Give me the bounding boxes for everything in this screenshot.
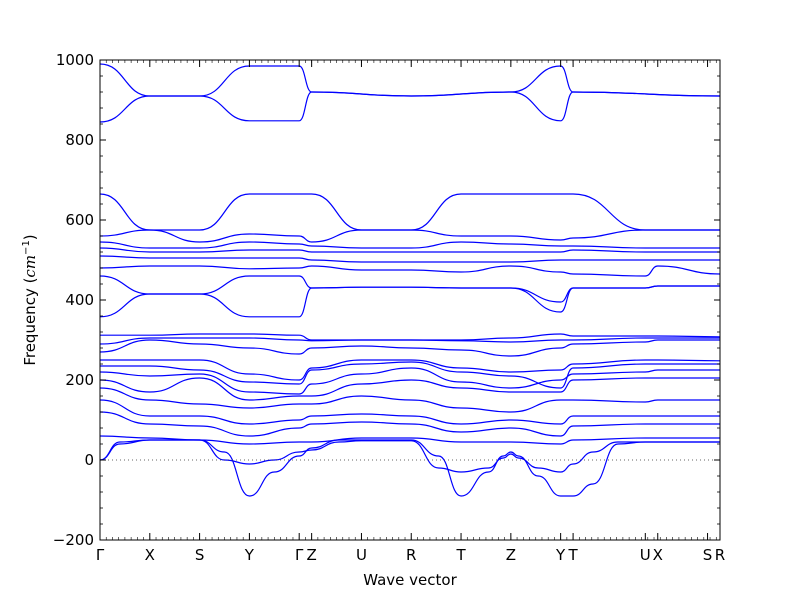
- x-tick-label: U: [640, 546, 651, 564]
- y-tick-label: 200: [65, 371, 94, 389]
- band-line-6: [99, 247, 720, 253]
- y-axis-label-text: Frequency: [21, 283, 39, 365]
- x-tick-label: T: [568, 546, 579, 564]
- x-tick-label: U: [356, 546, 367, 564]
- x-tick-label: Γ: [295, 546, 304, 564]
- x-tick-label: T: [455, 546, 466, 564]
- band-line-9: [99, 275, 720, 303]
- band-line-3: [99, 193, 720, 231]
- band-line-11: [100, 333, 721, 341]
- band-line-22: [99, 439, 720, 497]
- band-line-4: [99, 229, 720, 243]
- x-tick-label: Y: [244, 546, 255, 564]
- x-tick-label: Y: [555, 546, 566, 564]
- bands-layer: [99, 63, 721, 497]
- x-tick-label: R: [406, 546, 416, 564]
- y-tick-label: 0: [84, 451, 94, 469]
- y-tick-label: 400: [65, 291, 94, 309]
- band-line-14: [100, 359, 721, 381]
- x-axis-label: Wave vector: [363, 571, 457, 589]
- y-axis-label-unit: cm: [21, 255, 39, 278]
- band-line-15: [100, 361, 721, 389]
- x-tick-label: Z: [506, 546, 516, 564]
- x-tick-label: Γ: [96, 546, 105, 564]
- x-tick-label: S: [703, 546, 713, 564]
- band-line-10: [99, 285, 720, 318]
- band-line-19: [99, 399, 720, 425]
- band-line-5: [99, 241, 720, 249]
- y-axis-label: Frequency (cm−1): [21, 234, 39, 365]
- band-line-20: [99, 411, 720, 437]
- x-tick-label: S: [195, 546, 205, 564]
- y-tick-label: 600: [65, 211, 94, 229]
- y-axis-label-close-paren: ): [21, 234, 39, 240]
- band-line-8: [99, 265, 721, 277]
- band-line-17: [99, 377, 720, 401]
- y-axis-label-exponent: −1: [21, 240, 32, 255]
- plot-frame: [99, 59, 721, 541]
- x-tick-label: R: [715, 546, 725, 564]
- band-line-18: [99, 387, 720, 413]
- band-line-12: [99, 337, 720, 345]
- band-line-23: [99, 439, 720, 473]
- x-tick-label: X: [653, 546, 663, 564]
- y-axis-label-open-paren: (: [21, 278, 39, 284]
- x-tick-label: Z: [307, 546, 317, 564]
- y-tick-label: 800: [65, 131, 94, 149]
- x-tick-label: X: [145, 546, 155, 564]
- y-tick-label: 1000: [56, 51, 94, 69]
- band-line-1: [99, 63, 721, 97]
- band-line-7: [99, 255, 720, 263]
- band-line-16: [99, 367, 720, 395]
- band-line-13: [99, 339, 720, 357]
- y-tick-label: −200: [53, 531, 94, 549]
- band-line-2: [99, 91, 721, 123]
- band-line-21: [99, 435, 720, 445]
